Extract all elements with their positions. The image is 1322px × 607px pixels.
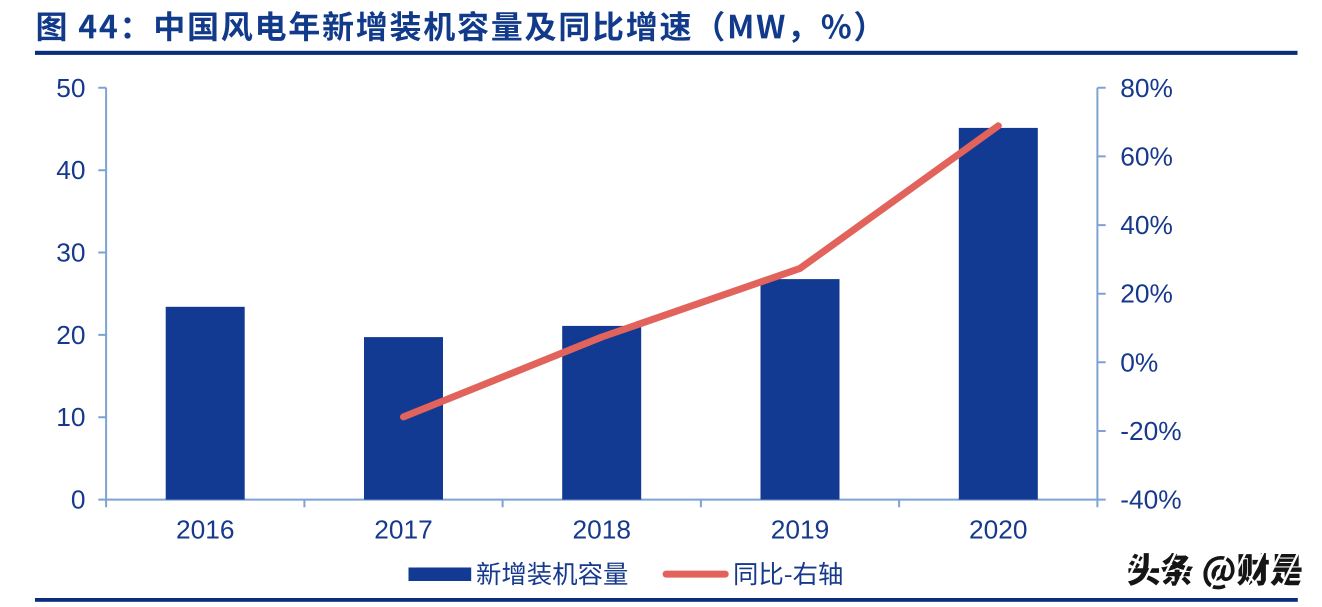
svg-text:30: 30 bbox=[56, 238, 85, 268]
svg-text:50: 50 bbox=[56, 73, 85, 103]
svg-text:2016: 2016 bbox=[176, 514, 235, 544]
svg-text:-40%: -40% bbox=[1120, 485, 1181, 515]
svg-text:-20%: -20% bbox=[1120, 416, 1181, 446]
svg-text:60%: 60% bbox=[1120, 141, 1173, 171]
svg-text:2018: 2018 bbox=[572, 514, 631, 544]
svg-text:20: 20 bbox=[56, 320, 85, 350]
svg-text:40%: 40% bbox=[1120, 210, 1173, 240]
svg-text:2019: 2019 bbox=[771, 514, 830, 544]
svg-text:80%: 80% bbox=[1120, 73, 1173, 103]
svg-text:0%: 0% bbox=[1120, 347, 1158, 377]
svg-text:0: 0 bbox=[71, 485, 86, 515]
svg-text:20%: 20% bbox=[1120, 279, 1173, 309]
svg-text:40: 40 bbox=[56, 155, 85, 185]
svg-text:2020: 2020 bbox=[969, 514, 1028, 544]
svg-text:2017: 2017 bbox=[374, 514, 433, 544]
svg-text:10: 10 bbox=[56, 402, 85, 432]
